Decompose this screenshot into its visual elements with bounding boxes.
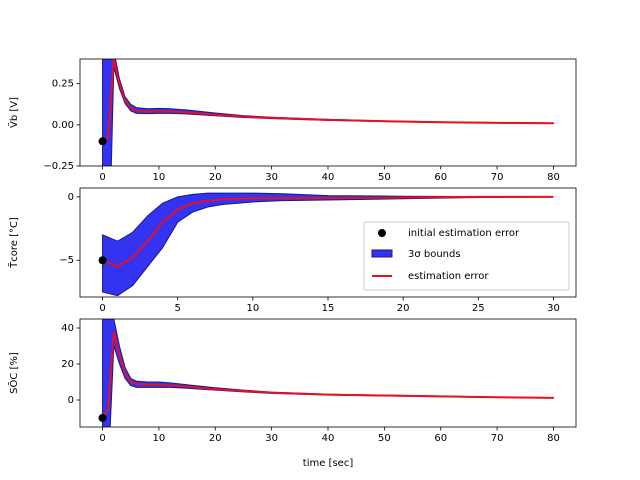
plot-area <box>98 319 554 427</box>
y-tick-label: −0.25 <box>43 161 74 172</box>
x-tick-label: 30 <box>265 172 278 183</box>
legend-patch <box>371 249 393 258</box>
x-tick-label: 80 <box>547 172 560 183</box>
plot-area <box>98 192 554 297</box>
initial-point <box>98 137 107 146</box>
x-tick-label: 50 <box>378 172 391 183</box>
initial-point <box>98 256 107 265</box>
error-line <box>102 195 554 268</box>
y-axis-label: Ṽb [V] <box>7 97 20 128</box>
x-tick-label: 30 <box>265 433 278 444</box>
x-tick-label: 50 <box>378 433 391 444</box>
x-tick-label: 40 <box>322 433 335 444</box>
legend-label: 3σ bounds <box>408 249 461 260</box>
x-tick-label: 10 <box>246 303 259 314</box>
error-line <box>102 59 554 143</box>
legend-marker <box>378 229 386 237</box>
error-line <box>101 331 554 419</box>
x-tick-label: 20 <box>209 433 222 444</box>
y-tick-label: 0.25 <box>52 79 74 90</box>
x-tick-label: 60 <box>434 433 447 444</box>
x-tick-label: 20 <box>209 172 222 183</box>
legend-box <box>363 221 570 291</box>
y-tick-label: 40 <box>61 323 74 334</box>
x-tick-label: 70 <box>491 433 504 444</box>
x-tick-label: 0 <box>99 303 105 314</box>
y-tick-label: 0.00 <box>52 120 74 131</box>
y-tick-label: 0 <box>68 192 74 203</box>
x-tick-label: 20 <box>397 303 410 314</box>
x-tick-label: 0 <box>99 433 105 444</box>
y-axis-label: SÕC [%] <box>7 352 20 394</box>
sigma-band <box>102 319 554 427</box>
x-axis-label: time [sec] <box>303 458 354 469</box>
y-axis-label: T̃core [°C] <box>7 217 20 269</box>
x-tick-label: 0 <box>99 172 105 183</box>
x-tick-label: 60 <box>434 172 447 183</box>
y-tick-label: 20 <box>61 359 74 370</box>
x-tick-label: 70 <box>491 172 504 183</box>
y-tick-label: 0 <box>68 395 74 406</box>
axes-frame <box>79 318 577 428</box>
y-tick-label: −5 <box>59 255 74 266</box>
x-tick-label: 5 <box>175 303 181 314</box>
x-tick-label: 40 <box>322 172 335 183</box>
legend-label: initial estimation error <box>408 228 520 239</box>
x-tick-label: 25 <box>472 303 485 314</box>
legend-label: estimation error <box>408 271 489 282</box>
initial-point <box>98 414 107 422</box>
x-tick-label: 80 <box>547 433 560 444</box>
x-tick-label: 10 <box>153 172 166 183</box>
x-tick-label: 15 <box>322 303 335 314</box>
plot-area <box>98 59 554 166</box>
x-tick-label: 30 <box>547 303 560 314</box>
x-tick-label: 10 <box>153 433 166 444</box>
